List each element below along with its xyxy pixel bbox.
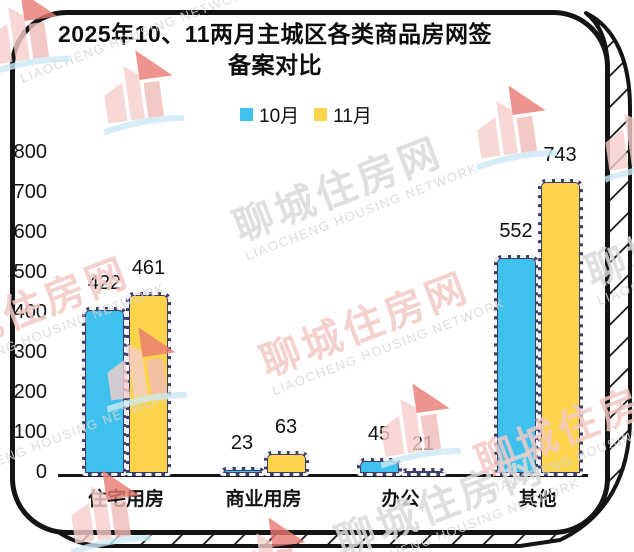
legend-label-oct: 10月 bbox=[259, 106, 300, 127]
category-label: 商业用房 bbox=[225, 489, 302, 510]
chart-title: 2025年10、11两月主城区各类商品房网签 备案对比 bbox=[10, 19, 540, 81]
y-axis-tick: 100 bbox=[13, 421, 47, 443]
category-label: 其他 bbox=[518, 489, 557, 510]
bar-10月-办公 bbox=[356, 458, 402, 476]
bar-value-label: 21 bbox=[411, 433, 435, 455]
bar-11月-住宅用房 bbox=[126, 292, 171, 476]
bar-10月-其他 bbox=[493, 255, 539, 476]
legend-item-oct: 10月 bbox=[240, 101, 299, 128]
legend-item-nov: 11月 bbox=[314, 101, 372, 128]
y-axis-tick: 600 bbox=[13, 221, 47, 243]
bar-11月-商业用房 bbox=[263, 451, 309, 476]
chart-title-line1: 2025年10、11两月主城区各类商品房网签 bbox=[57, 21, 493, 47]
y-axis-tick: 400 bbox=[13, 301, 47, 323]
legend-swatch-nov-icon bbox=[314, 108, 328, 121]
y-axis-tick: 500 bbox=[13, 261, 47, 283]
legend: 10月 11月 bbox=[240, 101, 410, 128]
bar-value-label: 23 bbox=[230, 432, 254, 454]
legend-swatch-oct-icon bbox=[240, 108, 253, 121]
y-axis-tick: 700 bbox=[13, 181, 47, 203]
legend-label-nov: 11月 bbox=[333, 106, 372, 127]
bar-value-label: 422 bbox=[87, 272, 122, 294]
x-axis-line bbox=[58, 474, 588, 477]
category-label: 住宅用房 bbox=[87, 489, 164, 510]
chart-title-line2: 备案对比 bbox=[228, 52, 322, 78]
y-axis-tick: 0 bbox=[35, 461, 47, 483]
bar-11月-其他 bbox=[537, 179, 583, 476]
bar-value-label: 63 bbox=[274, 416, 298, 438]
bar-10月-住宅用房 bbox=[82, 307, 127, 476]
bar-10月-商业用房 bbox=[219, 467, 265, 476]
bar-11月-办公 bbox=[400, 468, 446, 476]
y-axis-tick: 800 bbox=[13, 141, 47, 163]
bar-value-label: 552 bbox=[499, 220, 533, 242]
category-label: 办公 bbox=[381, 489, 420, 510]
bar-value-label: 743 bbox=[543, 144, 577, 166]
y-axis-tick: 200 bbox=[13, 381, 47, 403]
y-axis-tick: 300 bbox=[13, 341, 47, 363]
bar-value-label: 461 bbox=[131, 257, 166, 279]
